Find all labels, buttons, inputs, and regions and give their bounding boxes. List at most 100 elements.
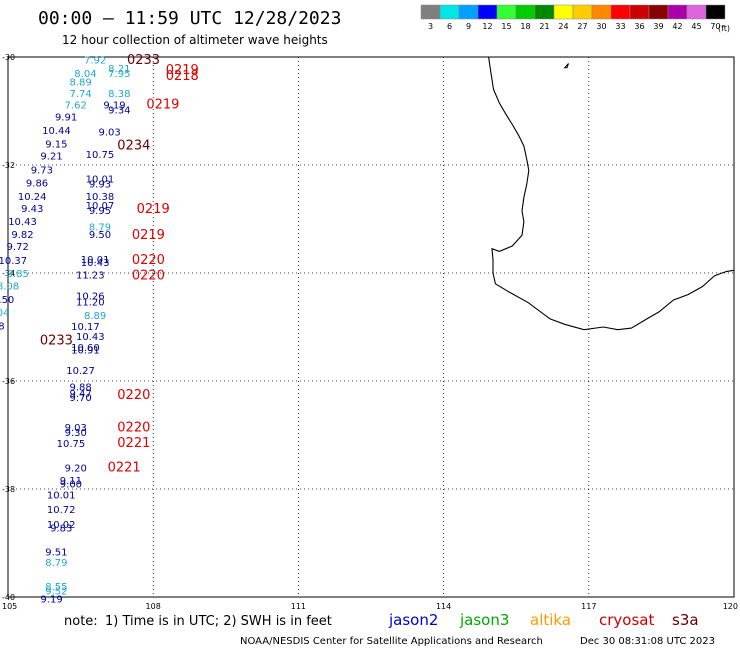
legend-bin-label: 39 bbox=[653, 22, 663, 31]
wave-height-label: 9.52 bbox=[45, 587, 67, 598]
wave-height-label: 11.20 bbox=[76, 298, 105, 309]
pass-time-label: 0233 bbox=[40, 333, 73, 348]
pass-time-label: 0219 bbox=[137, 202, 170, 217]
color-legend: 3 6 9 12 15 18 21 24 27 30 33 36 39 42 45 70 bbox=[420, 4, 726, 31]
wave-height-label: 9.91 bbox=[55, 112, 77, 123]
pass-time-label: 0219 bbox=[166, 63, 199, 78]
wave-height-label: 8.79 bbox=[45, 558, 67, 569]
wave-height-label: 9.88 bbox=[69, 382, 91, 393]
legend-swatch bbox=[439, 4, 460, 20]
legend-unit: (ft) bbox=[718, 24, 730, 33]
legend-swatch bbox=[496, 4, 517, 20]
wave-height-label: 7.92 bbox=[84, 56, 106, 67]
pass-time-label: 0221 bbox=[108, 460, 141, 475]
wave-height-label: 10.01 bbox=[81, 255, 110, 266]
legend-bin-label: 42 bbox=[672, 22, 682, 31]
pass-time-label: 0219 bbox=[132, 228, 165, 243]
legend-bin-label: 24 bbox=[558, 22, 568, 31]
wave-height-label: 9.82 bbox=[11, 230, 33, 241]
wave-height-label: 9.95 bbox=[89, 206, 111, 217]
wave-height-label: 8.85 bbox=[7, 269, 29, 280]
legend-swatch bbox=[477, 4, 498, 20]
pass-time-label: 0220 bbox=[132, 253, 165, 268]
wave-height-label: 8.89 bbox=[69, 77, 91, 88]
wave-height-label: 10.01 bbox=[47, 490, 76, 501]
legend-bin-label: 33 bbox=[615, 22, 625, 31]
lat-tick-label: -40 bbox=[2, 593, 15, 602]
legend-bin-label: 36 bbox=[634, 22, 644, 31]
wave-height-label: 10.01 bbox=[86, 175, 115, 186]
footer-center: NOAA/NESDIS Center for Satellite Applica… bbox=[240, 636, 543, 647]
map-frame bbox=[7, 56, 735, 598]
legend-swatch bbox=[591, 4, 612, 20]
wave-height-label: 9.19 bbox=[103, 101, 125, 112]
wave-height-label: 10.43 bbox=[81, 258, 110, 269]
lon-tick-label: 120 bbox=[723, 602, 738, 611]
wave-height-label: 10.27 bbox=[66, 366, 95, 377]
legend-bin-label: 3 bbox=[428, 22, 433, 31]
legend-bin-label: 70 bbox=[710, 22, 720, 31]
wave-height-label: 7.74 bbox=[69, 89, 91, 100]
wave-height-label: 9.43 bbox=[21, 204, 43, 215]
lat-lon-grid bbox=[8, 57, 734, 597]
legend-bin-label: 30 bbox=[596, 22, 606, 31]
wave-height-label: 9.15 bbox=[45, 139, 67, 150]
legend-bin-label: 9 bbox=[466, 22, 471, 31]
wave-height-label: 10.91 bbox=[71, 346, 100, 357]
wave-height-label: 8.38 bbox=[108, 89, 130, 100]
wave-height-label: 9.83 bbox=[50, 523, 72, 534]
legend-bin-label: 21 bbox=[539, 22, 549, 31]
wave-height-label: 10.75 bbox=[57, 439, 86, 450]
lat-tick-label: -36 bbox=[2, 377, 15, 386]
wave-height-observations: 7.928.04 8.217.958.897.74 8.387.62 9.199.34… bbox=[0, 56, 130, 606]
wave-height-label: 9.03 bbox=[99, 128, 121, 139]
pass-time-label: 0220 bbox=[117, 420, 150, 435]
legend-bin-label: 15 bbox=[501, 22, 511, 31]
legend-swatch bbox=[420, 4, 441, 20]
lon-tick-label: 117 bbox=[581, 602, 596, 611]
wave-height-label: 8.08 bbox=[0, 281, 19, 292]
lon-tick-label: 111 bbox=[291, 602, 306, 611]
legend-altika: altika bbox=[530, 611, 571, 629]
lon-tick-label: 105 bbox=[2, 602, 17, 611]
lat-tick-label: -34 bbox=[2, 269, 15, 278]
legend-swatch bbox=[610, 4, 631, 20]
wave-height-label: 8.21 bbox=[108, 64, 130, 75]
wave-height-label: 8.79 bbox=[89, 223, 111, 234]
lon-tick-label: 114 bbox=[436, 602, 451, 611]
wave-height-label: 9.03 bbox=[65, 423, 87, 434]
legend-swatch bbox=[648, 4, 669, 20]
wave-height-label: 10.07 bbox=[86, 201, 115, 212]
legend-bin-label: 27 bbox=[577, 22, 587, 31]
pass-time-label: 0218 bbox=[166, 69, 199, 84]
legend-swatch bbox=[515, 4, 536, 20]
header-subtitle: 12 hour collection of altimeter wave hei… bbox=[62, 33, 328, 47]
wave-height-label: 10.72 bbox=[47, 505, 76, 516]
wave-height-label: 10.17 bbox=[71, 322, 100, 333]
wave-height-label: 10.38 bbox=[86, 192, 115, 203]
wave-height-label: 9.19 bbox=[40, 595, 62, 606]
footer-timestamp: Dec 30 08:31:08 UTC 2023 bbox=[580, 636, 715, 647]
legend-s3a: s3a bbox=[672, 611, 699, 629]
wave-height-label: 10.43 bbox=[76, 332, 105, 343]
coastline-island bbox=[563, 63, 569, 69]
legend-swatch bbox=[534, 4, 555, 20]
lat-tick-label: -38 bbox=[2, 485, 15, 494]
wave-height-label: 10.60 bbox=[71, 343, 100, 354]
header-time-range: 00:00 – 11:59 UTC 12/28/2023 bbox=[38, 8, 341, 29]
legend-jason3: jason3 bbox=[459, 611, 509, 629]
legend-swatch bbox=[667, 4, 688, 20]
wave-height-label: 9.58 bbox=[0, 321, 5, 332]
wave-height-label: 9.11 bbox=[60, 476, 82, 487]
wave-height-label: 10.37 bbox=[0, 256, 27, 267]
wave-height-label: 10.02 bbox=[47, 520, 76, 531]
wave-height-label: 9.70 bbox=[69, 393, 91, 404]
legend-swatch bbox=[572, 4, 593, 20]
wave-height-label: 9.47 bbox=[69, 389, 91, 400]
pass-time-labels: 0233021902180219023402190219022002200233… bbox=[40, 53, 199, 475]
legend-swatch bbox=[458, 4, 479, 20]
legend-jason2: jason2 bbox=[388, 611, 438, 629]
wave-height-label: 9.34 bbox=[108, 105, 130, 116]
legend-swatch bbox=[686, 4, 707, 20]
